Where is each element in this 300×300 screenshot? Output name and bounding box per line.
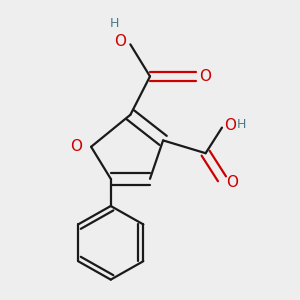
Text: H: H <box>109 17 119 30</box>
Text: O: O <box>224 118 236 134</box>
Text: H: H <box>237 118 246 131</box>
Text: O: O <box>70 139 83 154</box>
Text: O: O <box>115 34 127 49</box>
Text: O: O <box>200 69 211 84</box>
Text: O: O <box>226 175 238 190</box>
